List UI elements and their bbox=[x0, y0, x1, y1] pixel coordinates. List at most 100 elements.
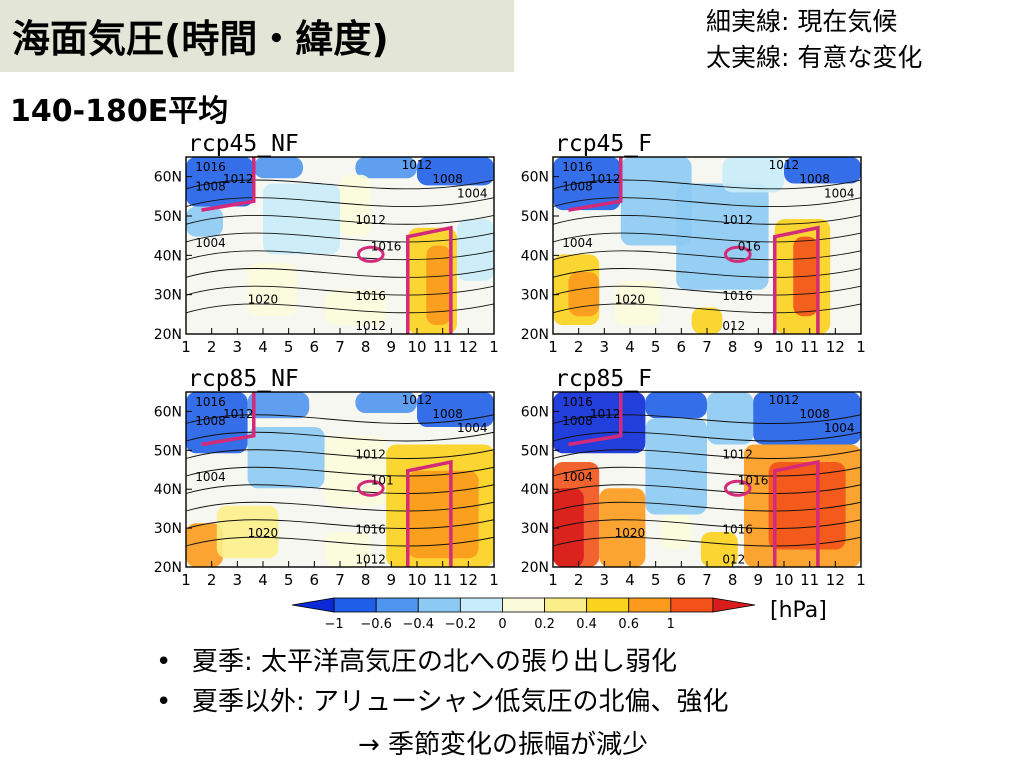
x-tick-label: 7 bbox=[335, 338, 345, 356]
contour-label: 1008 bbox=[195, 179, 226, 193]
x-tick-label: 12 bbox=[826, 338, 845, 356]
contour-label: 1004 bbox=[824, 186, 855, 200]
anomaly-field bbox=[186, 206, 223, 237]
anomaly-field bbox=[247, 427, 325, 489]
colorbar-swatch bbox=[670, 597, 714, 613]
x-tick-label: 3 bbox=[233, 571, 243, 589]
significance-contour bbox=[406, 225, 453, 334]
x-tick-label: 1 bbox=[856, 571, 866, 589]
contour-label: 1012 bbox=[402, 393, 433, 407]
anomaly-field bbox=[457, 218, 494, 281]
climatology-contour bbox=[552, 268, 862, 278]
anomaly-field bbox=[340, 174, 371, 237]
colorbar-tick-label: 0.6 bbox=[618, 617, 639, 632]
x-tick-label: 2 bbox=[207, 571, 217, 589]
anomaly-field bbox=[784, 157, 861, 184]
x-tick-label: 11 bbox=[800, 571, 819, 589]
anomaly-field bbox=[753, 392, 861, 445]
thick-line-note: 太実線: 有意な変化 bbox=[706, 43, 923, 72]
y-tick-label: 50N bbox=[154, 443, 182, 459]
bullet-non-summer: • 夏季以外: アリューシャン低気圧の北偏、強化 bbox=[150, 682, 729, 722]
contour-label: 1012 bbox=[355, 213, 386, 227]
x-tick-label: 11 bbox=[433, 571, 452, 589]
bullet-summer: • 夏季: 太平洋高気圧の北への張り出し弱化 bbox=[150, 642, 729, 682]
x-tick-label: 12 bbox=[459, 338, 478, 356]
anomaly-field bbox=[417, 157, 494, 186]
x-tick-label: 6 bbox=[310, 338, 320, 356]
x-tick-label: 1 bbox=[856, 338, 866, 356]
climatology-contour bbox=[185, 484, 495, 494]
contour-label: 1016 bbox=[722, 523, 753, 537]
contour-label: 1004 bbox=[457, 186, 488, 200]
contour-label: 016 bbox=[738, 240, 761, 254]
contour-label: 1004 bbox=[562, 470, 593, 484]
colorbar-swatch bbox=[544, 597, 588, 613]
contour-label: 1016 bbox=[722, 289, 753, 303]
significance-contour bbox=[723, 479, 752, 497]
climatology-contour bbox=[185, 197, 495, 207]
significance-contour bbox=[568, 157, 623, 212]
anomaly-field bbox=[676, 183, 769, 290]
x-tick-label: 5 bbox=[651, 338, 661, 356]
contour-label: 1012 bbox=[355, 552, 386, 566]
x-tick-label: 10 bbox=[407, 338, 426, 356]
title-banner bbox=[0, 0, 514, 72]
anomaly-field bbox=[645, 418, 707, 515]
contour-label: 1008 bbox=[799, 407, 830, 421]
climatology-contour bbox=[552, 536, 862, 547]
contour-label: 1016 bbox=[195, 160, 226, 174]
significance-contour bbox=[356, 245, 385, 263]
anomaly-field bbox=[568, 272, 600, 317]
x-tick-label: 11 bbox=[800, 338, 819, 356]
contour-label: 1004 bbox=[195, 470, 226, 484]
y-tick-label: 20N bbox=[521, 560, 549, 576]
x-tick-label: 6 bbox=[310, 571, 320, 589]
x-tick-label: 4 bbox=[625, 571, 635, 589]
anomaly-field bbox=[620, 157, 692, 246]
contour-label: 101 bbox=[371, 474, 394, 488]
colorbar-tick-label: 0.2 bbox=[534, 617, 555, 632]
y-tick-label: 60N bbox=[154, 404, 182, 420]
anomaly-field bbox=[599, 488, 646, 567]
panel-title: rcp45_NF bbox=[188, 131, 299, 157]
anomaly-field bbox=[645, 392, 707, 419]
colorbar-swatch bbox=[586, 597, 630, 613]
significance-contour bbox=[773, 459, 820, 567]
climatology-contour bbox=[552, 414, 862, 424]
climatology-contour bbox=[552, 214, 862, 225]
contour-label: 1012 bbox=[223, 172, 254, 186]
anomaly-field bbox=[253, 157, 304, 179]
climatology-contour bbox=[185, 536, 495, 547]
climatology-contour bbox=[185, 449, 495, 459]
climatology-contour bbox=[185, 268, 495, 278]
contour-label: 1004 bbox=[195, 236, 226, 250]
y-tick-label: 60N bbox=[521, 170, 549, 186]
contour-label: 1020 bbox=[248, 293, 279, 307]
contour-label: 1016 bbox=[355, 523, 386, 537]
x-tick-label: 3 bbox=[233, 338, 243, 356]
climatology-contour bbox=[552, 179, 862, 190]
climatology-contour bbox=[552, 250, 862, 261]
anomaly-field bbox=[707, 392, 754, 445]
x-tick-label: 8 bbox=[728, 338, 738, 356]
climatology-contour bbox=[185, 519, 495, 529]
contour-label: 1012 bbox=[722, 447, 753, 461]
x-tick-label: 1 bbox=[181, 338, 191, 356]
contour-label: 1008 bbox=[432, 172, 463, 186]
significance-contour bbox=[356, 479, 385, 497]
anomaly-field bbox=[614, 280, 661, 326]
anomaly-field bbox=[324, 289, 387, 326]
y-tick-label: 40N bbox=[154, 248, 182, 264]
colorbar-swatch bbox=[375, 597, 419, 613]
significance-contour bbox=[201, 392, 256, 447]
x-tick-label: 4 bbox=[625, 338, 635, 356]
x-tick-label: 5 bbox=[651, 571, 661, 589]
slide-subtitle: 140-180E平均 bbox=[10, 94, 229, 129]
x-tick-label: 3 bbox=[600, 571, 610, 589]
colorbar-swatch bbox=[628, 597, 672, 613]
climatology-contour bbox=[185, 501, 495, 512]
bullet-dot-icon: • bbox=[156, 647, 172, 677]
contour-label: 1016 bbox=[562, 395, 593, 409]
contour-label: 1012 bbox=[355, 447, 386, 461]
x-tick-label: 8 bbox=[361, 571, 371, 589]
